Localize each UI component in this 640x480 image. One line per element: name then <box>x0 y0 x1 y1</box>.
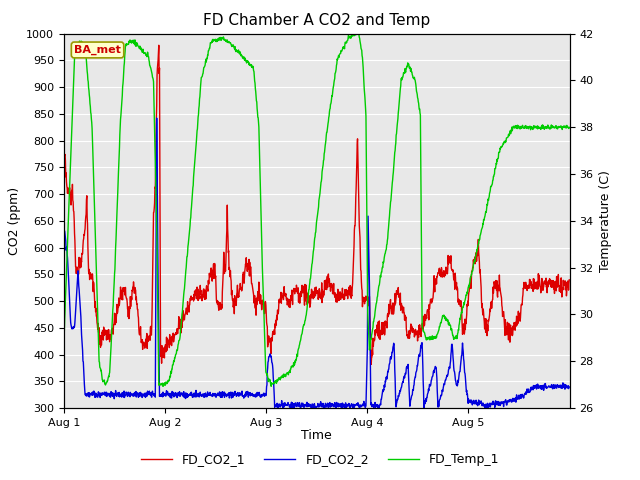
FD_Temp_1 <box>173 347 180 353</box>
FD_CO2_2 <box>153 115 161 121</box>
FD_Temp_1 <box>159 384 167 389</box>
FD_Temp_1 <box>461 296 469 302</box>
Legend: FD_CO2_1, FD_CO2_2, FD_Temp_1: FD_CO2_1, FD_CO2_2, FD_Temp_1 <box>136 448 504 471</box>
FD_CO2_2 <box>161 391 168 396</box>
FD_Temp_1 <box>351 31 359 36</box>
X-axis label: Time: Time <box>301 429 332 442</box>
Y-axis label: CO2 (ppm): CO2 (ppm) <box>8 187 20 255</box>
FD_Temp_1 <box>60 336 68 341</box>
FD_CO2_1 <box>173 331 180 337</box>
FD_CO2_2 <box>396 390 403 396</box>
Text: BA_met: BA_met <box>74 45 121 55</box>
FD_CO2_2 <box>274 405 282 411</box>
FD_Temp_1 <box>506 130 514 136</box>
FD_Temp_1 <box>229 42 237 48</box>
FD_CO2_1 <box>506 339 514 345</box>
FD_CO2_2 <box>173 392 180 397</box>
Y-axis label: Temperature (C): Temperature (C) <box>599 170 612 272</box>
FD_Temp_1 <box>396 97 403 103</box>
FD_CO2_1 <box>161 355 168 361</box>
FD_CO2_1 <box>461 327 469 333</box>
FD_CO2_2 <box>60 223 68 229</box>
Line: FD_CO2_2: FD_CO2_2 <box>64 118 569 408</box>
FD_CO2_2 <box>461 374 469 380</box>
FD_CO2_1 <box>229 304 237 310</box>
Line: FD_Temp_1: FD_Temp_1 <box>64 34 569 386</box>
FD_CO2_1 <box>367 361 375 367</box>
FD_CO2_2 <box>229 392 237 398</box>
FD_Temp_1 <box>565 124 573 130</box>
Title: FD Chamber A CO2 and Temp: FD Chamber A CO2 and Temp <box>203 13 431 28</box>
FD_CO2_2 <box>565 384 573 390</box>
FD_CO2_1 <box>396 294 403 300</box>
Line: FD_CO2_1: FD_CO2_1 <box>64 45 569 364</box>
FD_Temp_1 <box>161 380 168 386</box>
FD_CO2_1 <box>565 277 573 283</box>
FD_CO2_1 <box>60 141 68 146</box>
FD_CO2_1 <box>155 42 163 48</box>
FD_CO2_2 <box>506 398 514 404</box>
